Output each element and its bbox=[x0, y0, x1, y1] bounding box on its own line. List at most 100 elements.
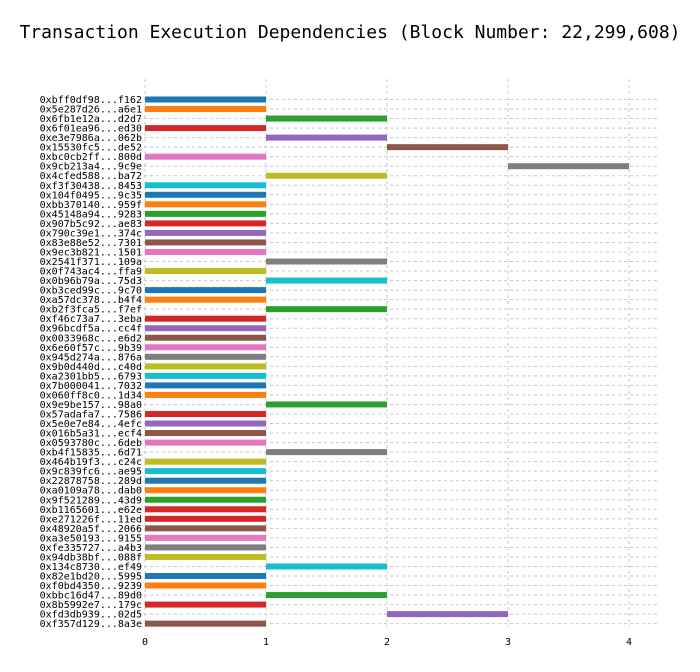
dependency-bar bbox=[266, 401, 387, 408]
dependency-bar bbox=[145, 191, 266, 198]
dependency-bar bbox=[145, 239, 266, 246]
dependency-bar bbox=[145, 334, 266, 341]
dependency-bar bbox=[145, 287, 266, 294]
dependency-bar bbox=[145, 201, 266, 208]
y-tick-label: 0x6fb1e12a...d2d7 bbox=[40, 114, 142, 125]
y-tick-label: 0x22878758...289d bbox=[40, 476, 142, 487]
y-tick-label: 0x8b5992e7...179c bbox=[40, 600, 142, 611]
dependency-bar bbox=[145, 220, 266, 227]
dependency-bar bbox=[145, 96, 266, 103]
y-tick-label: 0x9b0d440d...c40d bbox=[40, 362, 142, 373]
dependency-bar bbox=[145, 582, 266, 589]
dependency-bar bbox=[266, 592, 387, 599]
dependency-bar bbox=[145, 229, 266, 236]
y-tick-label: 0x0b96b79a...75d3 bbox=[40, 276, 142, 287]
y-tick-label: 0x6f01ea96...ed30 bbox=[40, 124, 142, 135]
dependency-bar bbox=[145, 296, 266, 303]
y-tick-label: 0x82e1bd20...5995 bbox=[40, 572, 142, 583]
dependency-bar bbox=[145, 268, 266, 275]
y-tick-label: 0xfd3db939...02d5 bbox=[40, 610, 142, 621]
dependency-bar bbox=[145, 106, 266, 113]
y-tick-label: 0xa2301bb5...6793 bbox=[40, 371, 142, 382]
dependency-bar bbox=[145, 315, 266, 322]
y-tick-label: 0x5e287d26...a6e1 bbox=[40, 105, 142, 116]
y-tick-label: 0xbc0cb2ff...800d bbox=[40, 152, 142, 163]
bar-layer bbox=[145, 96, 629, 627]
x-tick-label: 1 bbox=[263, 637, 269, 648]
y-tick-label: 0x9f521289...43d9 bbox=[40, 495, 142, 506]
y-tick-label: 0x0033968c...e6d2 bbox=[40, 333, 142, 344]
y-tick-label: 0x9cb213a4...9c9e bbox=[40, 162, 142, 173]
dependency-bar bbox=[508, 163, 629, 170]
y-tick-label: 0x134c8730...ef49 bbox=[40, 562, 142, 573]
dependency-bar bbox=[266, 115, 387, 122]
dependency-bar bbox=[266, 563, 387, 570]
y-tick-label: 0x5e0e7e84...4efc bbox=[40, 419, 142, 430]
dependency-bar bbox=[266, 277, 387, 284]
dependency-bar bbox=[145, 353, 266, 360]
dependency-bar bbox=[145, 210, 266, 217]
y-tick-label: 0x907b5c92...ae83 bbox=[40, 219, 142, 230]
dependency-bar bbox=[145, 573, 266, 579]
dependency-bar bbox=[145, 487, 266, 494]
dependency-bar bbox=[145, 391, 266, 398]
y-tick-label: 0x9ec3b821...1501 bbox=[40, 247, 142, 258]
dependency-bar bbox=[145, 344, 266, 351]
y-tick-label: 0x45148a94...9283 bbox=[40, 209, 142, 220]
dependency-bar bbox=[145, 248, 266, 255]
y-tick-label: 0xbff0df98...f162 bbox=[40, 95, 142, 106]
y-tick-label: 0xf3f30438...8453 bbox=[40, 181, 142, 192]
x-tick-label: 4 bbox=[626, 637, 632, 648]
y-tick-label: 0x104f0495...9c35 bbox=[40, 190, 142, 201]
y-tick-label: 0xa3e50193...9155 bbox=[40, 533, 142, 544]
y-tick-label: 0x9c839fc6...ae95 bbox=[40, 467, 142, 478]
dependency-bar bbox=[266, 306, 387, 313]
x-tick-label: 0 bbox=[142, 637, 148, 648]
dependency-bar bbox=[387, 611, 508, 618]
y-tick-label: 0xe271226f...11ed bbox=[40, 514, 142, 525]
y-tick-label: 0x464b19f3...c24c bbox=[40, 457, 142, 468]
dependency-bar bbox=[266, 258, 387, 265]
dependency-bar bbox=[145, 325, 266, 332]
dependency-bar bbox=[145, 544, 266, 551]
dependency-bar bbox=[145, 382, 266, 389]
y-tick-label: 0x15530fc5...de52 bbox=[40, 143, 142, 154]
y-tick-label: 0x060ff8c0...1d34 bbox=[40, 390, 142, 401]
y-tick-label: 0x945d274a...876a bbox=[40, 352, 142, 363]
y-tick-label: 0xf46c73a7...3eba bbox=[40, 314, 142, 325]
y-tick-label: 0x016b5a31...ecf4 bbox=[40, 429, 142, 440]
dependency-bar bbox=[266, 134, 387, 141]
dependency-bar bbox=[145, 506, 266, 513]
y-tick-label: 0x48920a5f...2066 bbox=[40, 524, 142, 535]
y-tick-label: 0xbbc16d47...89d0 bbox=[40, 591, 142, 602]
dependency-bar bbox=[266, 449, 387, 456]
y-tick-label: 0xbb370140...959f bbox=[40, 200, 142, 211]
dependency-bar bbox=[266, 172, 387, 179]
y-tick-label: 0xe3e7986a...062b bbox=[40, 133, 142, 144]
x-tick-labels: 0 1 2 3 4 bbox=[142, 637, 632, 648]
y-tick-label: 0xb3ced99c...9c70 bbox=[40, 286, 142, 297]
y-tick-label: 0xf357d129...8a3e bbox=[40, 619, 142, 630]
y-tick-label: 0x790c39e1...374c bbox=[40, 228, 142, 239]
dependency-bar bbox=[145, 410, 266, 417]
y-tick-label: 0x0f743ac4...ffa9 bbox=[40, 267, 142, 278]
y-tick-label: 0xb1165601...e62e bbox=[40, 505, 142, 516]
dependency-bar bbox=[145, 430, 266, 437]
y-tick-label: 0xa57dc378...b4f4 bbox=[40, 295, 142, 306]
y-tick-label: 0x9e9be157...98a0 bbox=[40, 400, 142, 411]
dependency-bar bbox=[387, 144, 508, 151]
dependency-bar bbox=[145, 525, 266, 532]
dependency-bar bbox=[145, 363, 266, 370]
dependency-bar bbox=[145, 458, 266, 465]
y-tick-label: 0xb2f3fca5...f7ef bbox=[40, 305, 142, 316]
dependency-bar bbox=[145, 153, 266, 160]
y-tick-label: 0x4cfed588...ba72 bbox=[40, 171, 142, 182]
dependency-bar bbox=[145, 601, 266, 608]
y-tick-label: 0x96bcdf5a...cc4f bbox=[40, 324, 142, 335]
y-tick-label: 0xb4f15835...6d71 bbox=[40, 448, 142, 459]
y-tick-label: 0x83e88e52...7301 bbox=[40, 238, 142, 249]
dependency-bar bbox=[145, 515, 266, 522]
dependency-bar bbox=[145, 439, 266, 446]
x-tick-label: 2 bbox=[384, 637, 390, 648]
